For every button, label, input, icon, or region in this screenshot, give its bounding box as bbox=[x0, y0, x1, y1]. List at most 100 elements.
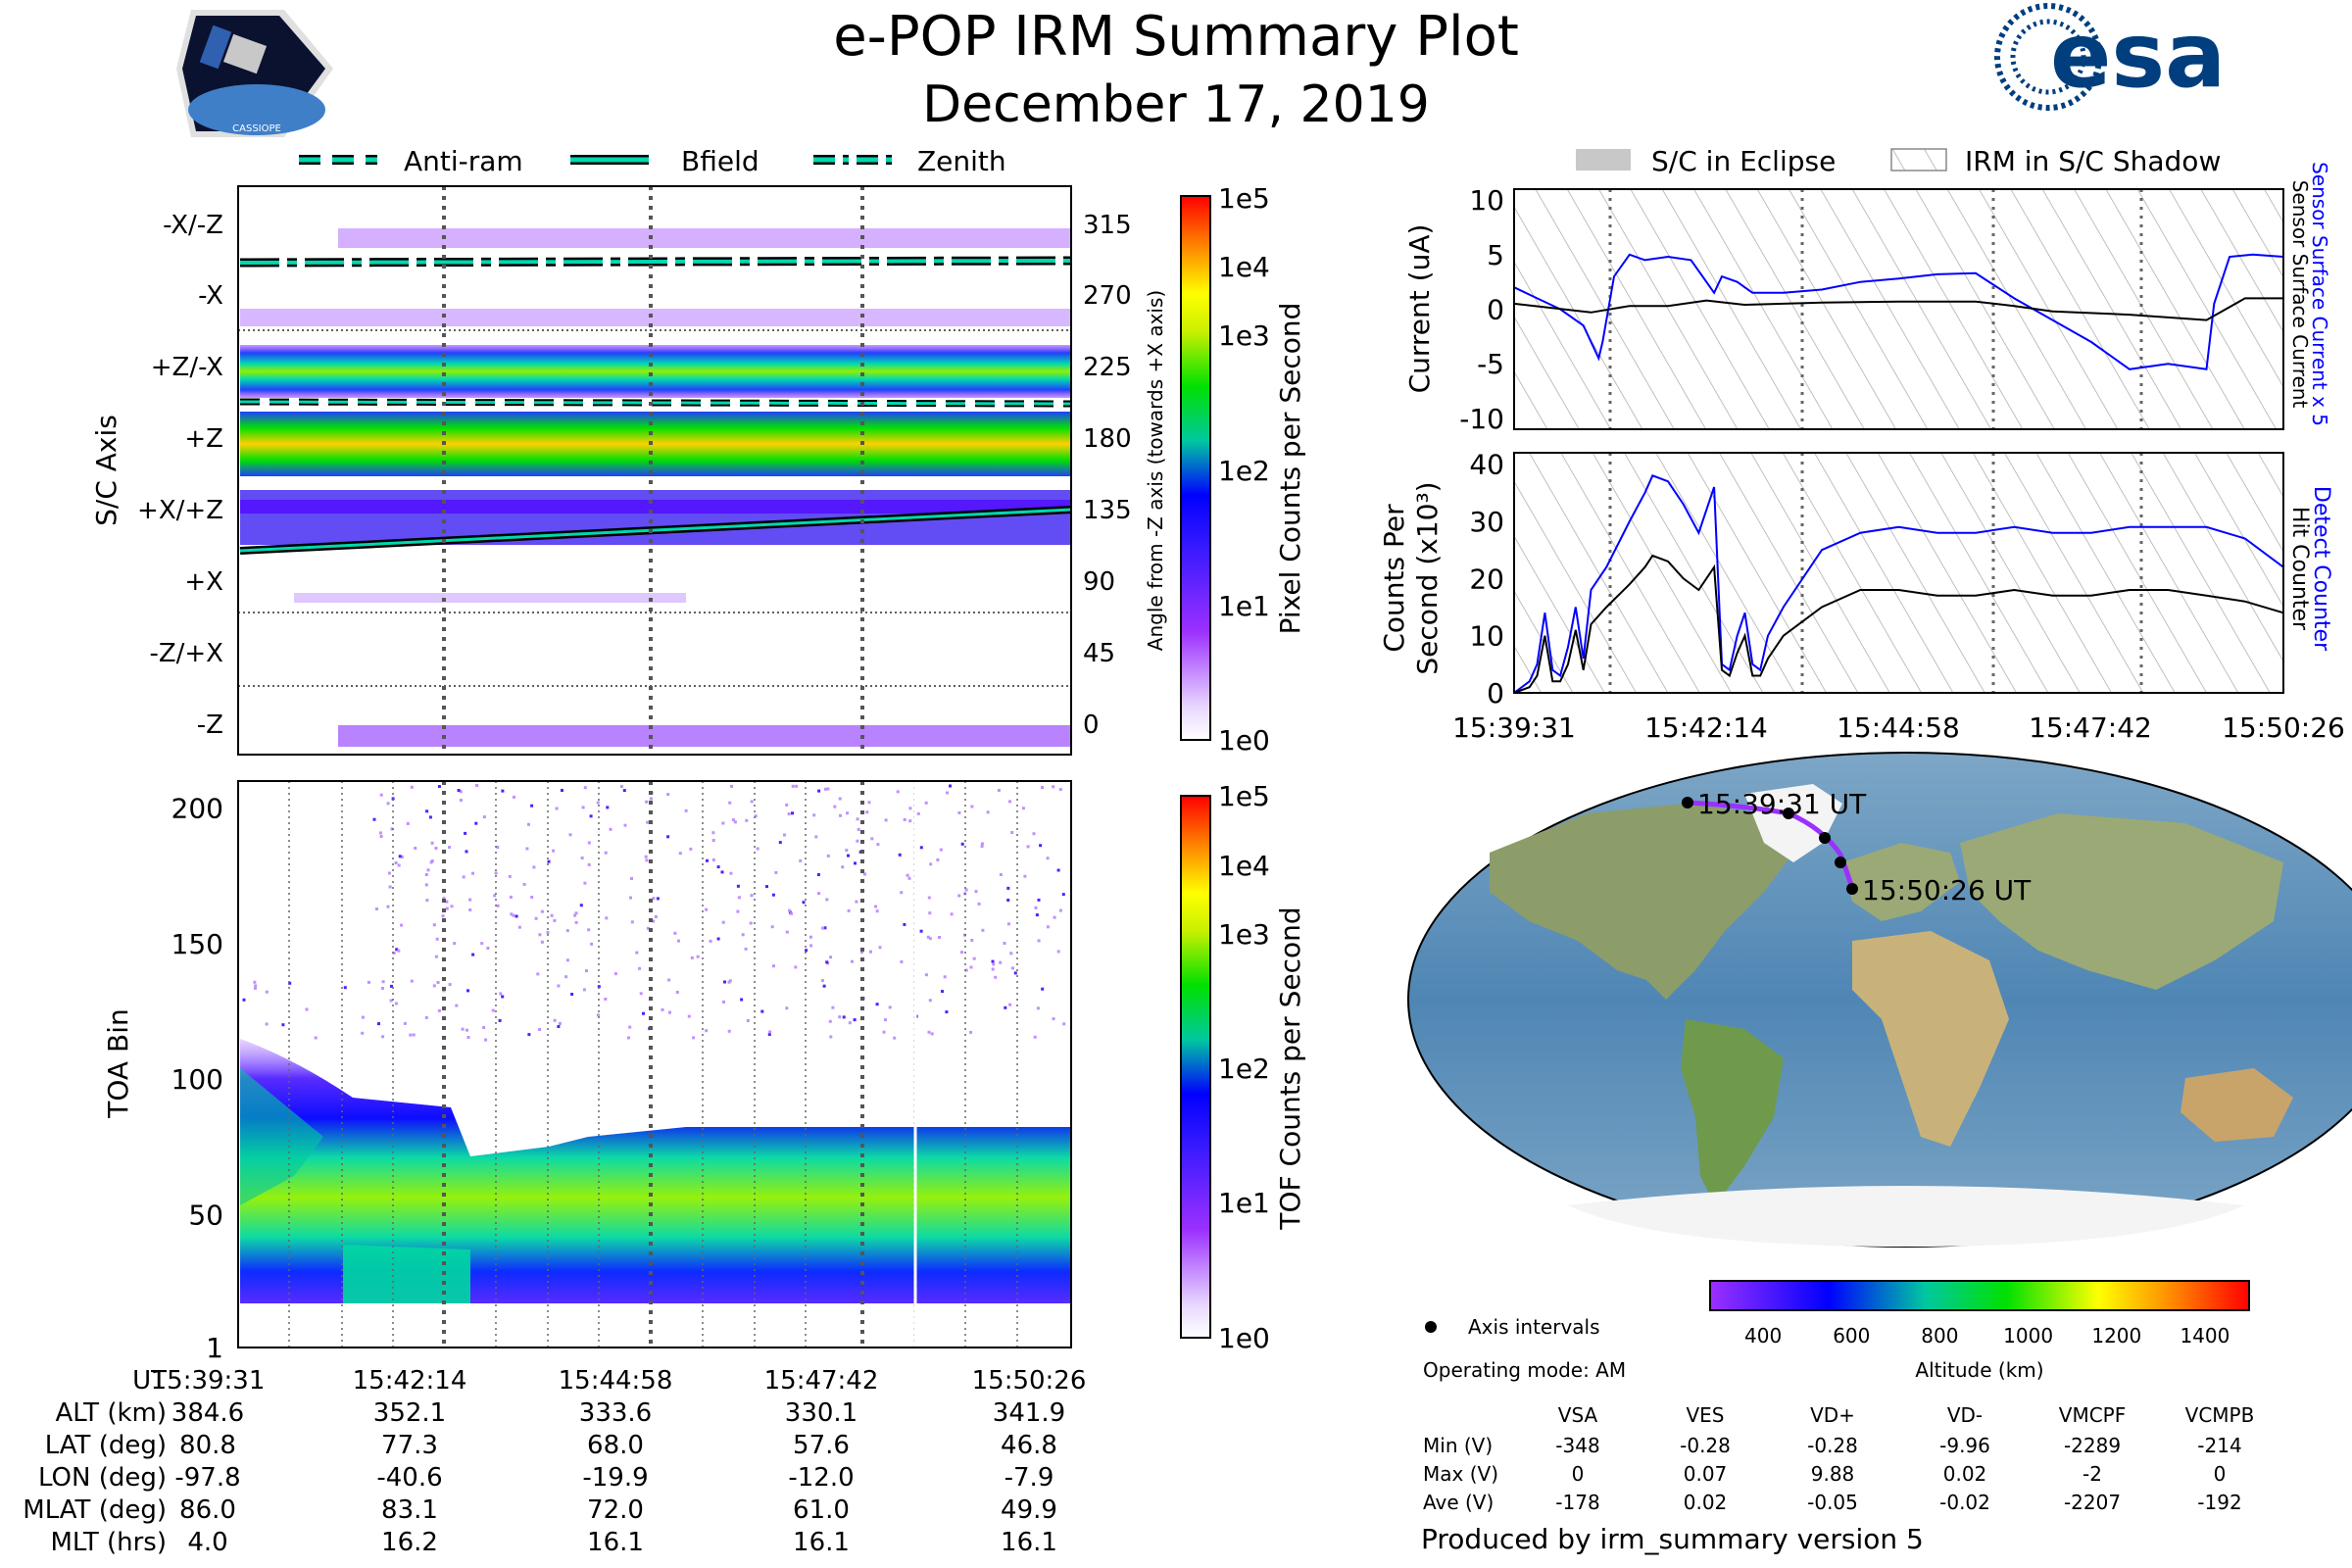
toa-speckle-point bbox=[471, 871, 474, 875]
table-cell: 15:47:42 bbox=[763, 1366, 879, 1396]
toa-speckle-point bbox=[898, 853, 902, 857]
voltage-cell: -0.05 bbox=[1807, 1491, 1858, 1514]
voltage-header: VES bbox=[1686, 1403, 1725, 1427]
table-cell: 68.0 bbox=[587, 1431, 644, 1460]
toa-speckle-point bbox=[919, 929, 923, 933]
toa-speckle-point bbox=[580, 857, 584, 859]
toa-speckle-point bbox=[429, 860, 433, 864]
toa-speckle-point bbox=[812, 813, 816, 817]
toa-speckle-point bbox=[378, 831, 382, 835]
svg-text:0: 0 bbox=[1083, 710, 1100, 740]
toa-speckle-point bbox=[486, 947, 490, 950]
counts-ylabel-2: Second (x10³) bbox=[1411, 481, 1444, 674]
toa-speckle-point bbox=[884, 1018, 887, 1022]
toa-speckle-point bbox=[950, 912, 954, 916]
toa-speckle-point bbox=[484, 1038, 488, 1042]
toa-speckle-point bbox=[733, 820, 737, 824]
toa-speckle-point bbox=[555, 807, 559, 810]
toa-speckle-point bbox=[831, 1005, 835, 1009]
voltage-cell: 0 bbox=[2213, 1462, 2227, 1486]
toa-speckle-point bbox=[740, 998, 744, 1002]
svg-text:1e4: 1e4 bbox=[1218, 850, 1270, 882]
toa-speckle-point bbox=[387, 871, 391, 875]
toa-speckle-point bbox=[410, 785, 414, 789]
voltage-cell: -2289 bbox=[2063, 1434, 2122, 1457]
toa-speckle-point bbox=[645, 800, 649, 804]
svg-text:315: 315 bbox=[1083, 211, 1132, 240]
toa-speckle-point bbox=[1036, 1006, 1040, 1010]
toa-speckle-point bbox=[736, 884, 740, 888]
toa-speckle-point bbox=[677, 939, 680, 943]
table-cell: 15:42:14 bbox=[352, 1366, 467, 1396]
toa-speckle-point bbox=[390, 827, 394, 831]
toa-speckle-point bbox=[596, 801, 600, 805]
toa-speckle-point bbox=[468, 898, 472, 902]
toa-ylabel: TOA Bin bbox=[102, 1008, 134, 1118]
toa-speckle-point bbox=[903, 817, 906, 821]
band-135b bbox=[240, 500, 1071, 514]
toa-speckle-point bbox=[597, 985, 601, 989]
right-legend: S/C in Eclipse IRM in S/C Shadow bbox=[1576, 145, 2221, 177]
toa-speckle-point bbox=[823, 926, 827, 930]
toa-speckle-point bbox=[1006, 886, 1010, 890]
toa-speckle-point bbox=[675, 991, 679, 994]
toa-speckle-point bbox=[821, 926, 825, 930]
table-cell: 330.1 bbox=[784, 1398, 858, 1428]
toa-speckle-point bbox=[705, 907, 709, 911]
series-line-blue bbox=[1513, 253, 2284, 370]
toa-speckle-point bbox=[386, 905, 390, 908]
svg-text:1e1: 1e1 bbox=[1218, 590, 1270, 622]
toa-speckle-point bbox=[587, 928, 591, 932]
table-cell: -40.6 bbox=[376, 1463, 443, 1493]
toa-speckle-point bbox=[1035, 913, 1039, 917]
toa-speckle-point bbox=[579, 904, 583, 907]
svg-text:+Z: +Z bbox=[184, 424, 223, 454]
table-cell: 15:44:58 bbox=[558, 1366, 673, 1396]
altitude-colorbar: 400 600 800 1000 1200 1400 Altitude (km) bbox=[1709, 1280, 2250, 1382]
current-ylabel: Current (uA) bbox=[1403, 224, 1436, 394]
toa-speckle-point bbox=[501, 995, 505, 999]
toa-speckle-point bbox=[649, 797, 653, 801]
toa-speckle-point bbox=[1004, 1005, 1007, 1009]
toa-speckle-point bbox=[475, 784, 479, 787]
toa-speckle-point bbox=[450, 905, 454, 908]
legend-anti-ram: Anti-ram bbox=[404, 145, 523, 177]
toa-speckle-point bbox=[980, 845, 984, 849]
toa-speckle-point bbox=[434, 847, 438, 850]
altitude-tick: 1400 bbox=[2180, 1324, 2230, 1348]
toa-speckle-point bbox=[508, 874, 512, 878]
table-cell: -19.9 bbox=[582, 1463, 649, 1493]
toa-speckle-point bbox=[540, 909, 544, 913]
left-legend: Anti-ram Bfield Zenith bbox=[299, 145, 1006, 177]
toa-speckle-point bbox=[916, 811, 920, 815]
toa-speckle-point bbox=[281, 1023, 285, 1027]
toa-speckle-point bbox=[746, 1019, 750, 1022]
toa-speckle-point bbox=[825, 898, 829, 902]
toa-speckle-point bbox=[377, 1022, 380, 1026]
toa-speckle-point bbox=[980, 842, 984, 846]
footer: Produced by irm_summary version 5 bbox=[1421, 1523, 1924, 1555]
toa-speckle-point bbox=[744, 947, 748, 951]
toa-speckle-point bbox=[924, 801, 928, 805]
toa-speckle-point bbox=[1008, 1003, 1012, 1006]
toa-speckle-point bbox=[856, 817, 859, 821]
toa-speckle-point bbox=[867, 801, 871, 805]
row-label: LON (deg) bbox=[37, 1463, 167, 1493]
toa-speckle-point bbox=[816, 873, 820, 876]
toa-speckle-point bbox=[731, 818, 735, 822]
toa-speckle-point bbox=[957, 810, 961, 814]
axis-intervals-legend: Axis intervals bbox=[1468, 1315, 1600, 1339]
vrow-label: Min (V) bbox=[1423, 1434, 1494, 1457]
track-point bbox=[1819, 832, 1831, 844]
toa-speckle-point bbox=[896, 790, 900, 794]
toa-speckle-point bbox=[684, 808, 688, 812]
cassiope-logo: CASSIOPE bbox=[176, 10, 333, 137]
altitude-tick: 1000 bbox=[2003, 1324, 2053, 1348]
table-cell: 86.0 bbox=[179, 1495, 236, 1525]
toa-ytick: 50 bbox=[188, 1199, 223, 1231]
toa-speckle-point bbox=[314, 1036, 318, 1040]
toa-speckle-point bbox=[513, 795, 515, 799]
toa-speckle-point bbox=[587, 841, 591, 845]
toa-speckle-point bbox=[778, 841, 782, 845]
ytick: 0 bbox=[1487, 294, 1504, 326]
